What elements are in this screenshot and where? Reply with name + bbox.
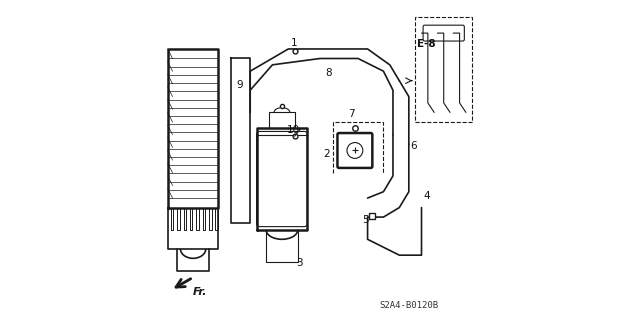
Text: 8: 8 (325, 68, 332, 78)
Text: 1: 1 (291, 38, 298, 48)
Text: 6: 6 (410, 141, 417, 151)
Text: 2: 2 (324, 149, 330, 159)
Text: 9: 9 (237, 80, 243, 91)
Text: E-8: E-8 (417, 39, 436, 49)
Text: S2A4-B0120B: S2A4-B0120B (380, 301, 438, 310)
Text: 7: 7 (348, 109, 355, 119)
Text: 3: 3 (296, 258, 303, 268)
Text: 4: 4 (423, 191, 429, 202)
Text: Fr.: Fr. (193, 287, 207, 297)
Text: 5: 5 (363, 215, 369, 225)
Text: 10: 10 (287, 125, 300, 135)
